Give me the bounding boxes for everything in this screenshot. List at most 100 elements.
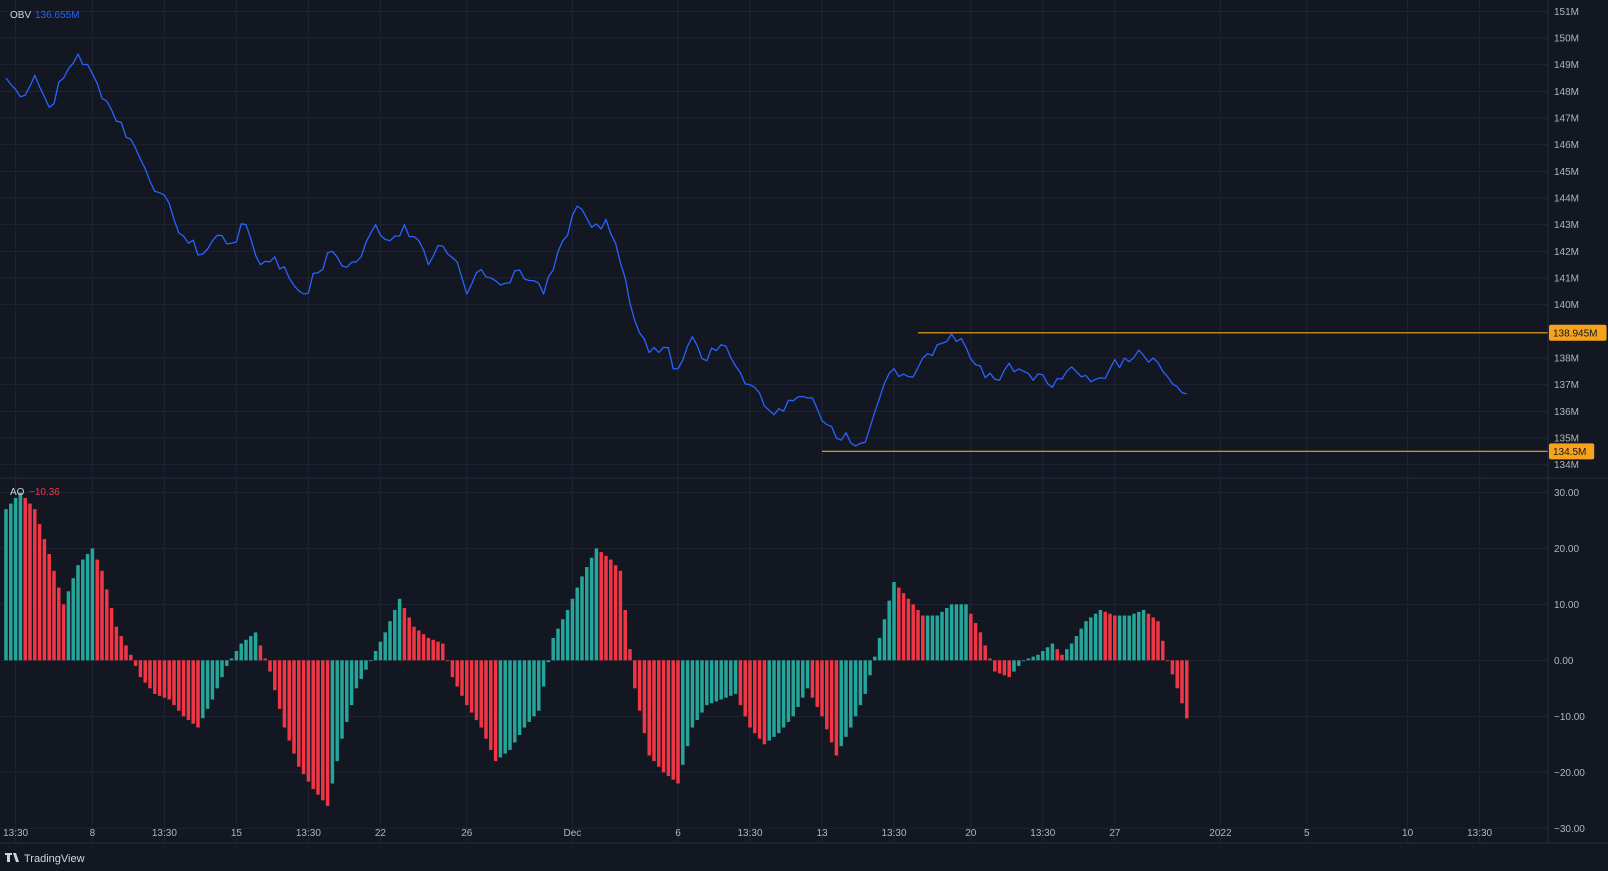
ao-bar	[503, 660, 507, 754]
ao-bar	[1050, 643, 1055, 661]
ao-bar	[138, 660, 143, 678]
ao-bar	[791, 660, 795, 717]
ao-bar	[916, 609, 920, 661]
ao-legend[interactable]: AO −10.36	[10, 487, 60, 498]
ao-bar	[1113, 615, 1117, 661]
ao-bar	[700, 660, 704, 713]
ao-bar	[249, 636, 253, 661]
ao-bar	[1180, 660, 1184, 704]
ao-bar	[772, 660, 776, 737]
obv-legend[interactable]: OBV 136.655M	[10, 10, 79, 21]
ao-bar	[1127, 615, 1131, 661]
ao-tick-label: 30.00	[1554, 488, 1579, 499]
ao-bar	[873, 656, 877, 661]
ao-bar	[1069, 643, 1074, 661]
ao-bar	[959, 604, 963, 661]
ao-bar	[417, 630, 421, 661]
ao-bar	[508, 660, 512, 750]
time-tick-label: 20	[965, 828, 977, 839]
ao-bar	[1093, 613, 1098, 661]
ao-value-axis[interactable]: 30.00 20.00 10.00 0.00 −10.00 −20.00 −30.00	[1554, 488, 1585, 835]
tradingview-logo: TradingView	[5, 853, 85, 865]
ao-bar	[215, 660, 219, 689]
ao-bar	[753, 660, 757, 734]
ao-bar	[676, 660, 680, 784]
ao-bar	[239, 643, 243, 661]
ao-bar	[695, 660, 699, 721]
ao-bar	[877, 637, 882, 661]
ao-bar	[565, 609, 570, 661]
ao-bar	[1146, 613, 1151, 661]
ao-bar	[1031, 656, 1035, 661]
ao-bar	[575, 587, 579, 661]
ao-bar	[105, 589, 109, 661]
ao-bar	[23, 498, 27, 661]
obv-vertical-grid	[15, 0, 1481, 478]
ao-bar	[801, 660, 805, 698]
ao-bar	[849, 660, 853, 728]
obv-level-lines[interactable]	[822, 332, 1548, 452]
time-tick-label: Dec	[564, 828, 582, 839]
obv-price-axis[interactable]: 151M 150M 149M 148M 147M 146M 145M 144M 143M 142M…	[1554, 7, 1579, 471]
ao-bar	[133, 660, 138, 666]
ao-pane[interactable]: 30.00 20.00 10.00 0.00 −10.00 −20.00 −30.00 AO…	[0, 478, 1585, 843]
ao-bar	[1175, 660, 1179, 689]
price-tick-label: 150M	[1554, 34, 1579, 45]
ao-bar	[705, 660, 709, 706]
obv-pane[interactable]: 151M 150M 149M 148M 147M 146M 145M 144M 143M 142M…	[0, 0, 1607, 478]
ao-bar	[892, 581, 896, 661]
ao-bar	[834, 660, 839, 756]
ao-bar	[292, 660, 296, 754]
obv-horizontal-grid	[0, 10, 1548, 466]
ao-legend-name: AO	[10, 487, 25, 498]
ao-bar	[119, 636, 123, 661]
price-tick-label: 143M	[1554, 220, 1579, 231]
ao-bar	[345, 660, 349, 722]
ao-bar	[1089, 617, 1093, 661]
ao-bar	[191, 660, 195, 724]
ao-bar	[1132, 613, 1136, 661]
ao-bar	[66, 591, 71, 661]
ao-bar	[997, 660, 1002, 674]
ao-bar	[513, 660, 517, 743]
ao-histogram	[4, 492, 1189, 806]
ao-bar	[1170, 660, 1175, 675]
ao-bar	[825, 660, 829, 730]
ao-bar	[748, 660, 752, 728]
ao-bar	[28, 503, 32, 661]
ao-bar	[460, 660, 464, 696]
ao-bar	[781, 660, 786, 728]
ao-bar	[484, 660, 488, 739]
ao-bar	[1012, 660, 1016, 672]
ao-tick-label: 10.00	[1554, 600, 1579, 611]
ao-bar	[729, 660, 733, 696]
ao-bar	[978, 632, 983, 661]
ao-bar	[196, 660, 200, 728]
ao-bar	[210, 660, 215, 700]
ao-bar	[1055, 649, 1059, 661]
ao-bar	[124, 645, 128, 661]
ao-bar	[714, 660, 719, 702]
ao-bar	[628, 649, 632, 661]
ao-bar	[47, 553, 51, 661]
ao-bar	[18, 492, 23, 661]
ao-bar	[810, 660, 815, 698]
ao-bar	[1036, 654, 1040, 661]
ao-bar	[95, 559, 99, 661]
ao-bar	[786, 660, 791, 722]
ao-bar	[469, 660, 474, 713]
time-tick-label: 22	[375, 828, 387, 839]
ao-bar	[599, 552, 603, 661]
ao-bar	[388, 621, 392, 661]
ao-bar	[397, 598, 402, 661]
ao-bar	[1098, 609, 1103, 661]
ao-bar	[815, 660, 819, 707]
ao-bar	[431, 639, 435, 661]
ao-tick-label: −30.00	[1554, 824, 1585, 835]
ao-bar	[561, 619, 565, 661]
ao-bar	[719, 660, 723, 700]
time-axis[interactable]: 13:30 8 13:30 15 13:30 22 26 Dec 6 13:30 13 13:30 20…	[3, 828, 1492, 839]
ao-bar	[820, 660, 824, 717]
